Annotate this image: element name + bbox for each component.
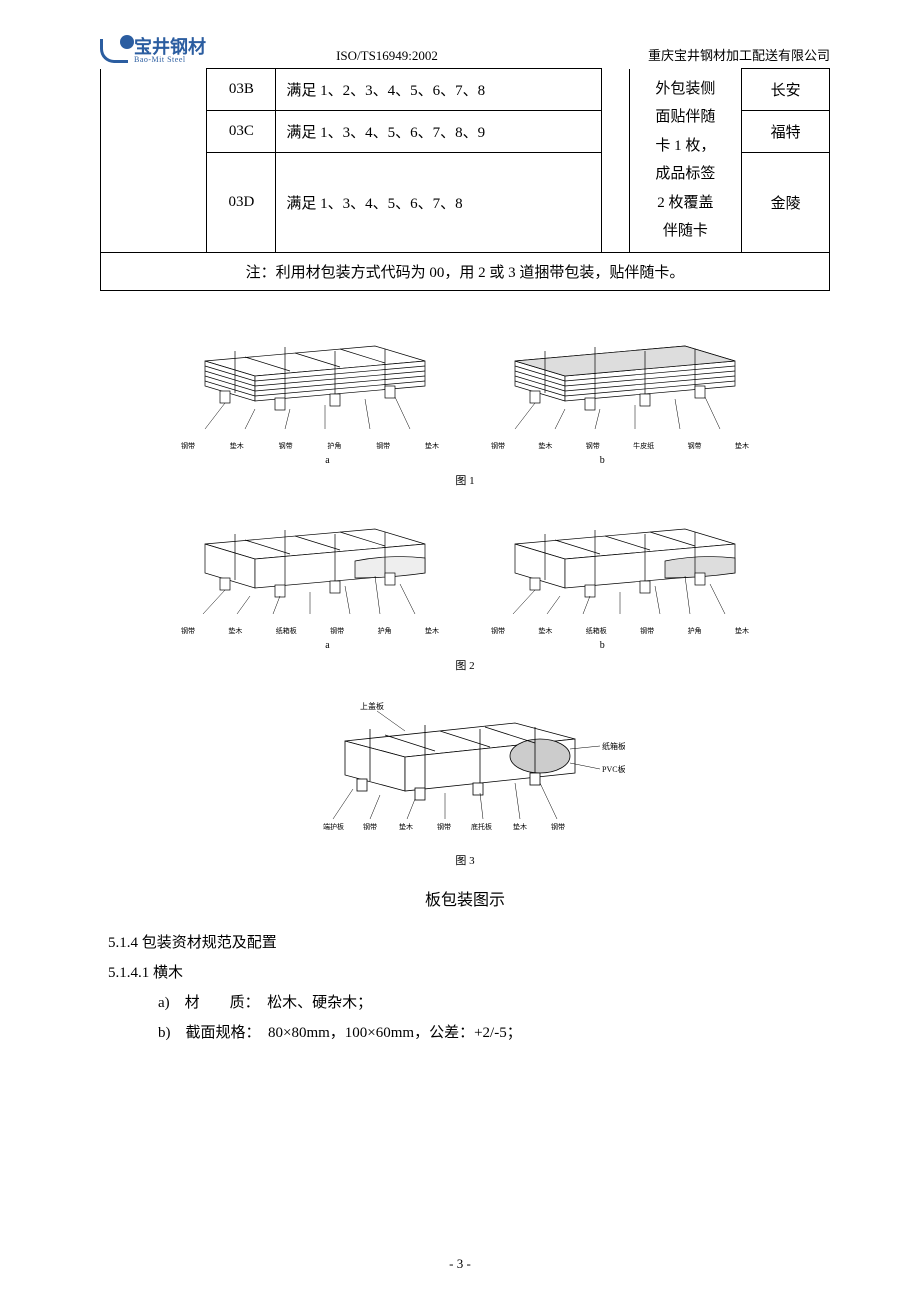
pack-line: 卡 1 枚， xyxy=(655,138,715,154)
item-b: b) 截面规格： 80×80mm，100×60mm，公差：+2/-5； xyxy=(100,1018,830,1048)
fig-label: 纸箱板 xyxy=(586,626,607,636)
fig3-right1-label: 纸箱板 xyxy=(602,741,625,751)
spec-cell: 满足 1、3、4、5、6、7、8 xyxy=(276,153,602,253)
fig3-right2-label: PVC板 xyxy=(602,764,625,774)
figure-2b: 钢带 垫木 纸箱板 钢带 护角 垫木 xyxy=(485,506,755,636)
figure-2-caption: 图 2 xyxy=(100,657,830,673)
fig-label: 垫木 xyxy=(538,441,552,451)
figure-3: 上盖板 纸箱板 PVC板 xyxy=(305,691,625,846)
fig-label: 垫木 xyxy=(735,626,749,636)
fig-label: 钢带 xyxy=(640,626,654,636)
customer-cell: 金陵 xyxy=(742,153,830,253)
fig-label: 钢带 xyxy=(688,441,702,451)
fig-label: 垫木 xyxy=(228,626,242,636)
figure-2a: 钢带 垫木 纸箱板 钢带 护角 垫木 xyxy=(175,506,445,636)
heading-5141: 5.1.4.1 横木 xyxy=(100,958,830,988)
fig-sub-a: a xyxy=(325,455,329,466)
svg-text:钢带: 钢带 xyxy=(437,822,451,831)
fig-label: 护角 xyxy=(688,626,702,636)
fig-sub-b: b xyxy=(600,455,605,466)
fig-label: 垫木 xyxy=(230,441,244,451)
svg-text:底托板: 底托板 xyxy=(471,822,492,831)
pack-line: 伴随卡 xyxy=(663,223,708,239)
figure-1b: 钢带 垫木 钢带 牛皮纸 钢带 垫木 xyxy=(485,321,755,451)
fig-label: 垫木 xyxy=(735,441,749,451)
pack-note-cell: 外包装侧 面贴伴随 卡 1 枚， 成品标签 2 枚覆盖 伴随卡 xyxy=(629,69,742,253)
logo-mark-icon xyxy=(100,39,128,63)
section-title: 板包装图示 xyxy=(100,886,830,910)
fig-label: 钢带 xyxy=(491,626,505,636)
fig-sub-a: a xyxy=(325,640,329,651)
fig-label: 钢带 xyxy=(376,441,390,451)
code-cell: 03D xyxy=(207,153,276,253)
item-a: a) 材 质： 松木、硬杂木； xyxy=(100,988,830,1018)
logo-text-cn: 宝井钢材 xyxy=(134,38,206,56)
fig-label: 钢带 xyxy=(330,626,344,636)
code-cell: 03B xyxy=(207,69,276,111)
fig-label: 钢带 xyxy=(586,441,600,451)
fig-label: 垫木 xyxy=(425,441,439,451)
pack-line: 面贴伴随 xyxy=(655,109,715,125)
header-company: 重庆宝井钢材加工配送有限公司 xyxy=(648,45,830,64)
svg-text:钢带: 钢带 xyxy=(363,822,377,831)
fig3-top-label: 上盖板 xyxy=(360,701,384,711)
fig-sub-b: b xyxy=(600,640,605,651)
figure-1-caption: 图 1 xyxy=(100,472,830,488)
svg-text:垫木: 垫木 xyxy=(399,822,413,831)
page-number: - 3 - xyxy=(0,1256,920,1272)
fig-label: 牛皮纸 xyxy=(633,441,654,451)
pack-line: 2 枚覆盖 xyxy=(657,195,713,211)
fig-label: 垫木 xyxy=(425,626,439,636)
pack-line: 外包装侧 xyxy=(655,81,715,97)
figure-1a: 钢带 垫木 钢带 护角 钢带 垫木 xyxy=(175,321,445,451)
fig-label: 护角 xyxy=(327,441,341,451)
packaging-table: 03B 满足 1、2、3、4、5、6、7、8 外包装侧 面贴伴随 卡 1 枚， … xyxy=(100,68,830,291)
pack-line: 成品标签 xyxy=(655,166,715,182)
logo: 宝井钢材 Bao-Mit Steel xyxy=(100,38,206,64)
fig-label: 钢带 xyxy=(491,441,505,451)
header-standard: ISO/TS16949:2002 xyxy=(336,48,438,64)
svg-text:垫木: 垫木 xyxy=(513,822,527,831)
fig-label: 纸箱板 xyxy=(276,626,297,636)
spec-cell: 满足 1、3、4、5、6、7、8、9 xyxy=(276,111,602,153)
svg-text:钢带: 钢带 xyxy=(551,822,565,831)
table-footnote: 注：利用材包装方式代码为 00，用 2 或 3 道捆带包装，贴伴随卡。 xyxy=(101,252,830,290)
fig-label: 钢带 xyxy=(181,626,195,636)
fig-label: 护角 xyxy=(378,626,392,636)
customer-cell: 福特 xyxy=(742,111,830,153)
figure-3-caption: 图 3 xyxy=(100,852,830,868)
customer-cell: 长安 xyxy=(742,69,830,111)
logo-text-en: Bao-Mit Steel xyxy=(134,56,206,64)
fig-label: 钢带 xyxy=(279,441,293,451)
heading-514: 5.1.4 包装资材规范及配置 xyxy=(100,928,830,958)
fig-label: 垫木 xyxy=(538,626,552,636)
svg-text:端护板: 端护板 xyxy=(323,822,344,831)
figure-area: 钢带 垫木 钢带 护角 钢带 垫木 xyxy=(100,321,830,910)
spec-cell: 满足 1、2、3、4、5、6、7、8 xyxy=(276,69,602,111)
fig-label: 钢带 xyxy=(181,441,195,451)
code-cell: 03C xyxy=(207,111,276,153)
